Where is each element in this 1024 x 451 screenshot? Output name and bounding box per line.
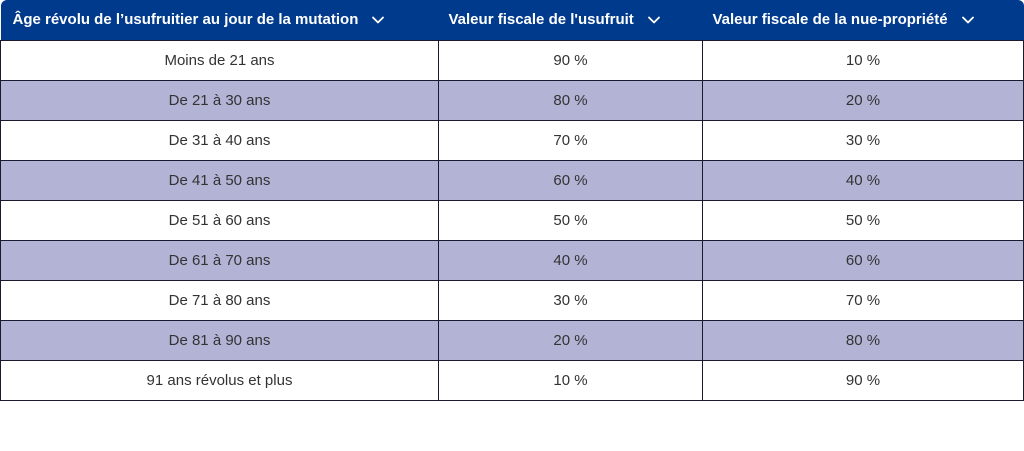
cell-usufruit: 10 % [438,359,703,401]
cell-nue-propriete: 30 % [702,119,1024,161]
table-row: De 51 à 60 ans 50 % 50 % [0,199,1024,241]
cell-nue-propriete: 60 % [702,239,1024,281]
cell-age: De 51 à 60 ans [0,199,439,241]
cell-nue-propriete: 80 % [702,319,1024,361]
cell-nue-propriete: 20 % [702,79,1024,121]
cell-usufruit: 70 % [438,119,703,161]
cell-age: Moins de 21 ans [0,39,439,81]
cell-nue-propriete: 90 % [702,359,1024,401]
cell-nue-propriete: 70 % [702,279,1024,321]
cell-usufruit: 40 % [438,239,703,281]
chevron-down-icon[interactable] [647,16,660,24]
cell-age: 91 ans révolus et plus [0,359,439,401]
cell-usufruit: 20 % [438,319,703,361]
cell-age: De 31 à 40 ans [0,119,439,161]
cell-age: De 61 à 70 ans [0,239,439,281]
chevron-down-icon[interactable] [961,16,974,24]
table-row: De 21 à 30 ans 80 % 20 % [0,79,1024,121]
cell-age: De 81 à 90 ans [0,319,439,361]
column-header-nue-propriete[interactable]: Valeur fiscale de la nue-propriété [702,0,1024,40]
cell-age: De 21 à 30 ans [0,79,439,121]
table-header-row: Âge révolu de l’usufruitier au jour de l… [0,0,1024,40]
chevron-down-icon[interactable] [372,16,385,24]
usufruit-table-container: Âge révolu de l’usufruitier au jour de l… [0,0,1024,401]
column-header-label: Valeur fiscale de l'usufruit [448,11,634,29]
cell-nue-propriete: 50 % [702,199,1024,241]
column-header-age[interactable]: Âge révolu de l’usufruitier au jour de l… [0,0,439,40]
cell-usufruit: 80 % [438,79,703,121]
table-row: Moins de 21 ans 90 % 10 % [0,39,1024,81]
table-row: 91 ans révolus et plus 10 % 90 % [0,359,1024,401]
column-header-usufruit[interactable]: Valeur fiscale de l'usufruit [438,0,703,40]
cell-age: De 71 à 80 ans [0,279,439,321]
table-row: De 31 à 40 ans 70 % 30 % [0,119,1024,161]
column-header-label: Valeur fiscale de la nue-propriété [712,11,948,29]
table-row: De 61 à 70 ans 40 % 60 % [0,239,1024,281]
cell-usufruit: 60 % [438,159,703,201]
cell-nue-propriete: 10 % [702,39,1024,81]
cell-usufruit: 50 % [438,199,703,241]
cell-usufruit: 90 % [438,39,703,81]
cell-nue-propriete: 40 % [702,159,1024,201]
usufruit-table: Âge révolu de l’usufruitier au jour de l… [0,0,1024,401]
cell-usufruit: 30 % [438,279,703,321]
table-row: De 81 à 90 ans 20 % 80 % [0,319,1024,361]
table-row: De 71 à 80 ans 30 % 70 % [0,279,1024,321]
table-row: De 41 à 50 ans 60 % 40 % [0,159,1024,201]
cell-age: De 41 à 50 ans [0,159,439,201]
column-header-label: Âge révolu de l’usufruitier au jour de l… [12,11,359,29]
